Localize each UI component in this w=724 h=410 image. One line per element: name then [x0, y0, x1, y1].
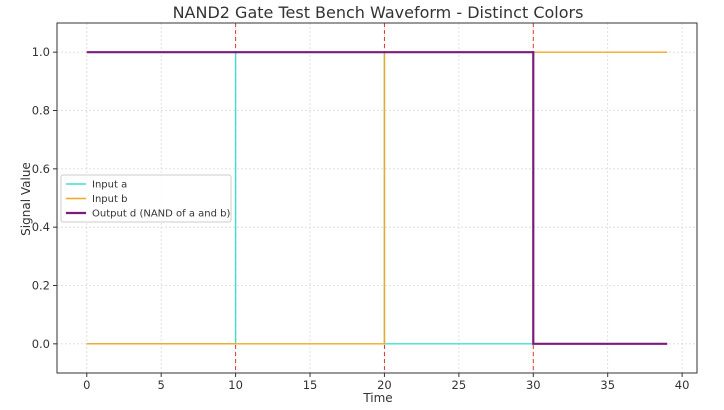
- x-tick-label: 15: [303, 378, 318, 392]
- series-line-3: [86, 51, 668, 345]
- legend-label: Output d (NAND of a and b): [92, 209, 230, 220]
- y-tick-label: 0.0: [32, 337, 50, 351]
- y-ticks: 0.0 0.2 0.4 0.6 0.8 1.0: [32, 45, 57, 351]
- x-ticks: 0 5 10 15 20 25 30 35 40: [83, 373, 689, 392]
- y-tick-label: 1.0: [32, 45, 50, 59]
- x-tick-label: 0: [83, 378, 90, 392]
- x-tick-label: 35: [600, 378, 615, 392]
- legend-box: [60, 174, 232, 223]
- legend: Input a Input b Output d (NAND of a and b): [60, 174, 232, 223]
- x-tick-label: 10: [228, 378, 243, 392]
- y-tick-label: 0.2: [32, 279, 50, 293]
- x-tick-label: 40: [675, 378, 690, 392]
- x-tick-label: 30: [526, 378, 541, 392]
- legend-label: Input a: [92, 180, 127, 191]
- x-tick-label: 5: [158, 378, 165, 392]
- series-line-2: [86, 51, 668, 345]
- legend-label: Input b: [92, 194, 127, 205]
- y-tick-label: 0.4: [32, 220, 50, 234]
- y-axis-label: Signal Value: [19, 162, 33, 236]
- y-tick-label: 0.8: [32, 104, 50, 118]
- series-lines: [86, 51, 668, 345]
- x-tick-label: 25: [452, 378, 467, 392]
- x-axis-label: Time: [362, 391, 392, 405]
- chart-title: NAND2 Gate Test Bench Waveform - Distinc…: [173, 3, 584, 22]
- axes-frame: [56, 22, 698, 374]
- y-tick-label: 0.6: [32, 162, 50, 176]
- x-tick-label: 20: [377, 378, 392, 392]
